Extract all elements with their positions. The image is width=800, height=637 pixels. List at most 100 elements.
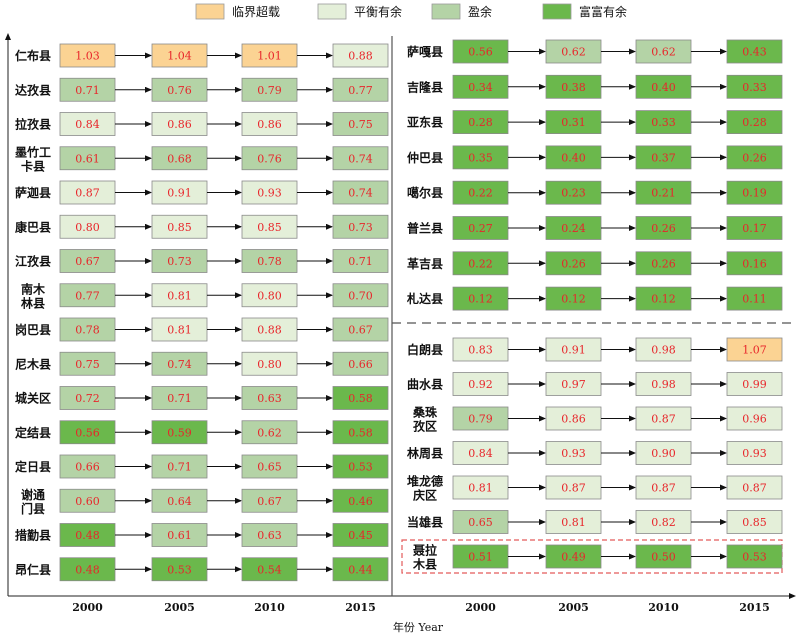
value-label: 0.84 [468, 447, 493, 460]
value-cell [332, 283, 389, 308]
legend-label: 富富有余 [579, 4, 627, 19]
county-row: 仲巴县 0.35 0.40 0.37 0.26 [407, 145, 783, 170]
county-row: 曲水县 0.92 0.97 0.98 0.99 [407, 372, 783, 396]
value-cell [332, 386, 389, 410]
value-cell [726, 74, 783, 99]
value-label: 0.91 [167, 187, 192, 200]
value-cell [726, 110, 783, 134]
value-label: 0.71 [348, 255, 373, 268]
value-label: 0.67 [257, 495, 282, 508]
value-label: 0.48 [75, 563, 100, 576]
value-label: 0.77 [348, 84, 373, 97]
value-label: 0.93 [561, 447, 586, 460]
value-label: 0.56 [468, 46, 493, 59]
value-label: 0.81 [561, 516, 586, 529]
value-label: 0.72 [75, 392, 100, 405]
panel-left: 仁布县 1.03 1.04 1.01 0.88 达孜县 0.71 0.76 0.79 0.77 拉孜… [15, 43, 389, 582]
value-label: 0.40 [561, 151, 586, 164]
value-label: 0.65 [257, 461, 282, 474]
x-axis-label: 年份 Year [393, 620, 444, 634]
value-label: 0.87 [651, 482, 676, 495]
value-cell [726, 544, 783, 569]
county-name: 革吉县 [407, 256, 443, 271]
value-label: 0.58 [348, 392, 373, 405]
value-cell [726, 39, 783, 64]
legend-label: 平衡有余 [354, 4, 402, 19]
county-name: 南木 [21, 281, 46, 296]
county-name: 吉隆县 [407, 79, 443, 94]
county-row: 萨嘎县 0.56 0.62 0.62 0.43 [407, 39, 783, 64]
legend-swatch [195, 3, 225, 20]
value-label: 0.71 [75, 84, 100, 97]
value-label: 0.64 [167, 495, 192, 508]
value-label: 0.63 [257, 392, 282, 405]
value-label: 0.31 [561, 116, 586, 129]
value-cell [332, 454, 389, 479]
county-row: 达孜县 0.71 0.76 0.79 0.77 [15, 77, 389, 102]
panels: 仁布县 1.03 1.04 1.01 0.88 达孜县 0.71 0.76 0.79 0.77 拉孜… [15, 39, 783, 582]
county-name: 庆区 [412, 488, 437, 503]
value-label: 0.75 [75, 358, 100, 371]
county-name: 措勤县 [15, 528, 51, 543]
value-label: 0.53 [167, 563, 192, 576]
year-tick-label: 2005 [558, 601, 589, 614]
value-label: 0.93 [742, 447, 767, 460]
value-cell [332, 214, 389, 239]
value-cell [726, 216, 783, 240]
value-label: 0.61 [75, 152, 100, 165]
county-name: 达孜县 [15, 82, 51, 97]
value-cell [332, 351, 389, 376]
county-row: 定结县 0.56 0.59 0.62 0.58 [15, 420, 389, 445]
legend-swatch [542, 3, 572, 20]
county-row: 萨迦县 0.87 0.91 0.93 0.74 [15, 180, 389, 205]
value-label: 0.63 [257, 529, 282, 542]
county-name: 定结县 [15, 425, 51, 440]
county-name: 岗巴县 [15, 323, 51, 337]
value-label: 0.86 [257, 118, 282, 131]
county-row: 城关区 0.72 0.71 0.63 0.58 [15, 386, 389, 410]
legend-item: 盈余 [431, 3, 492, 20]
county-name: 定日县 [15, 459, 51, 474]
county-row: 措勤县 0.48 0.61 0.63 0.45 [15, 523, 389, 547]
value-cell [726, 251, 783, 276]
value-label: 0.22 [468, 187, 493, 200]
value-label: 0.22 [468, 257, 493, 270]
value-label: 0.28 [742, 116, 767, 129]
county-name: 谢通 [21, 487, 45, 502]
county-name: 堆龙德 [407, 474, 443, 489]
value-label: 0.67 [75, 255, 100, 268]
county-name: 卡县 [21, 158, 45, 173]
value-label: 0.76 [167, 84, 192, 97]
value-label: 0.56 [75, 426, 100, 439]
county-name: 尼木县 [15, 356, 51, 371]
value-label: 0.87 [561, 482, 586, 495]
value-label: 0.75 [348, 118, 373, 131]
value-label: 0.83 [468, 344, 493, 357]
value-label: 0.23 [561, 187, 586, 200]
county-row: 普兰县 0.27 0.24 0.26 0.17 [407, 216, 783, 240]
value-label: 0.48 [75, 529, 100, 542]
county-name: 康巴县 [15, 219, 51, 234]
value-label: 0.37 [651, 151, 676, 164]
value-cell [726, 406, 783, 431]
county-name: 萨迦县 [15, 185, 51, 200]
value-cell [332, 180, 389, 205]
value-label: 0.80 [257, 358, 282, 371]
county-name: 桑珠 [413, 405, 438, 420]
value-label: 0.85 [742, 516, 767, 529]
county-name: 昂仁县 [15, 562, 51, 577]
value-label: 0.68 [167, 152, 192, 165]
value-cell [332, 146, 389, 171]
value-label: 0.19 [742, 187, 767, 200]
value-label: 0.87 [651, 413, 676, 426]
year-tick-label: 2010 [254, 601, 285, 614]
county-name: 亚东县 [407, 115, 443, 130]
value-label: 0.85 [257, 221, 282, 234]
value-label: 0.74 [348, 152, 373, 165]
value-label: 0.53 [348, 461, 373, 474]
value-label: 0.85 [167, 221, 192, 234]
